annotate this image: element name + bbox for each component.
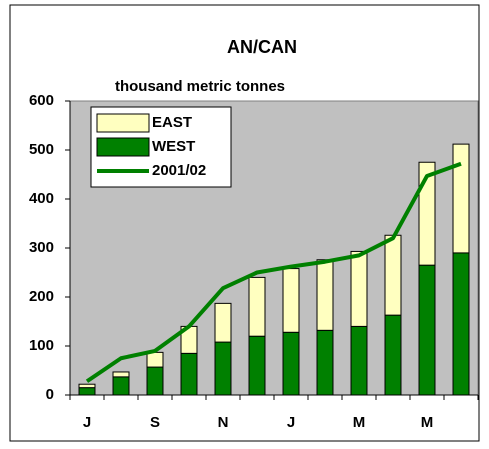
- bar: [452, 143, 470, 254]
- x-tick-label: J: [83, 414, 91, 431]
- bar: [214, 302, 232, 343]
- bar: [78, 387, 96, 396]
- bar: [248, 335, 266, 396]
- bar: [214, 341, 232, 396]
- bar: [146, 351, 164, 368]
- y-tick-label: 300: [29, 239, 54, 256]
- bar: [248, 276, 266, 337]
- bar: [112, 371, 130, 378]
- bar: [282, 268, 300, 333]
- y-tick-label: 400: [29, 190, 54, 207]
- chart-title: AN/CAN: [227, 37, 297, 57]
- bar: [78, 383, 96, 389]
- x-tick-label: J: [287, 414, 295, 431]
- x-tick-label: M: [421, 414, 434, 431]
- chart-subtitle: thousand metric tonnes: [115, 78, 285, 95]
- y-tick-label: 600: [29, 92, 54, 109]
- bar: [316, 329, 334, 396]
- legend-label: 2001/02: [152, 162, 206, 179]
- bar: [146, 366, 164, 396]
- legend-swatch: [96, 113, 150, 133]
- x-tick-label: S: [150, 414, 160, 431]
- bar: [282, 331, 300, 396]
- legend-label: WEST: [152, 138, 195, 155]
- y-tick-label: 100: [29, 337, 54, 354]
- bar: [384, 314, 402, 396]
- y-tick-label: 500: [29, 141, 54, 158]
- bar: [418, 264, 436, 396]
- bar: [180, 352, 198, 396]
- y-tick-label: 0: [46, 386, 54, 403]
- bar: [384, 234, 402, 316]
- legend-label: EAST: [152, 114, 192, 131]
- bar: [350, 250, 368, 327]
- bar: [418, 161, 436, 266]
- legend-swatch: [96, 137, 150, 157]
- line-series: [85, 161, 462, 383]
- x-tick-label: N: [218, 414, 229, 431]
- bar: [350, 325, 368, 396]
- bar: [452, 252, 470, 396]
- bar: [316, 259, 334, 331]
- y-tick-label: 200: [29, 288, 54, 305]
- x-tick-label: M: [353, 414, 366, 431]
- bar: [112, 376, 130, 396]
